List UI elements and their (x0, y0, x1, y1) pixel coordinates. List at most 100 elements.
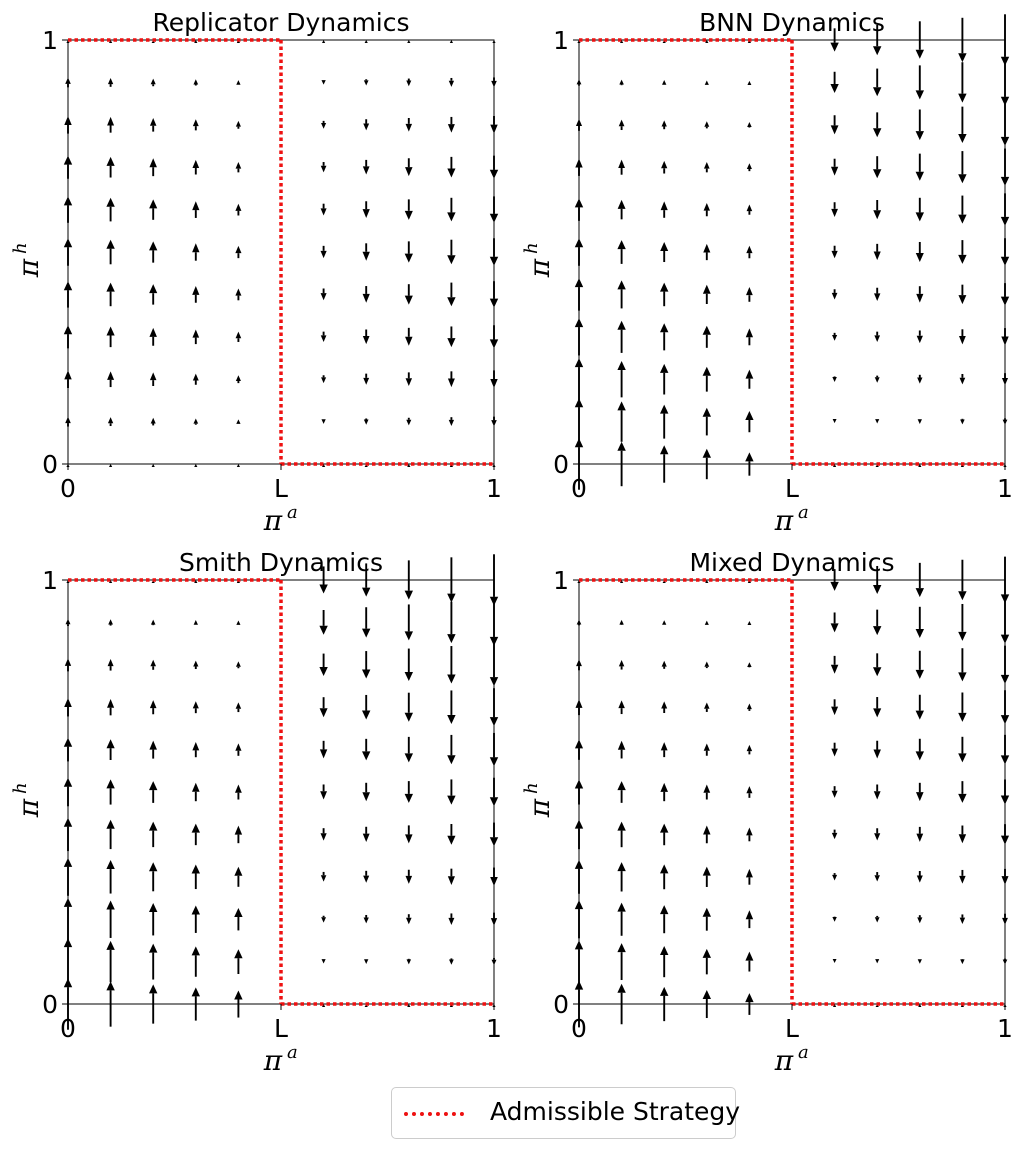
vector-arrow (915, 650, 924, 679)
arrow-head (449, 40, 453, 43)
vector-arrow (1000, 779, 1010, 805)
vector-arrow (703, 243, 711, 261)
arrow-head (873, 169, 882, 179)
vector-arrow (873, 653, 882, 677)
arrow-head (745, 369, 754, 379)
arrow-head (149, 943, 158, 953)
quiver-arrows (574, 14, 1010, 490)
arrow-head (447, 168, 456, 178)
vector-arrow (106, 981, 115, 1027)
vector-arrow (875, 959, 880, 964)
vector-arrow (745, 951, 754, 972)
arrow-head (915, 792, 924, 802)
vector-arrow (617, 943, 626, 981)
vector-arrow (831, 829, 838, 840)
vector-arrow (705, 40, 709, 43)
x-tick-label: 1 (486, 474, 502, 503)
vector-arrow (447, 239, 456, 265)
vector-arrow (406, 958, 412, 965)
arrow-head (660, 201, 668, 211)
vector-arrow (576, 619, 582, 626)
vector-arrow (660, 864, 669, 890)
vector-arrow (489, 688, 499, 727)
arrow-head (660, 905, 669, 915)
arrow-head (491, 420, 497, 427)
arrow-head (832, 916, 837, 922)
arrow-head (407, 1004, 411, 1007)
arrow-head (363, 875, 370, 883)
arrow-head (830, 581, 839, 591)
arrow-head (576, 619, 582, 625)
arrow-head (405, 167, 413, 177)
vector-arrow (64, 658, 72, 672)
vector-arrow (661, 120, 667, 130)
arrow-head (489, 677, 499, 687)
vector-arrow (574, 859, 584, 894)
vector-arrow (149, 740, 157, 759)
arrow-head (447, 593, 456, 603)
x-tick-label: L (274, 474, 288, 503)
arrow-head (960, 959, 965, 965)
vector-arrow (234, 990, 243, 1018)
arrow-head (660, 404, 669, 414)
arrow-head (235, 702, 242, 709)
arrow-head (661, 160, 668, 169)
arrow-head (405, 336, 413, 346)
arrow-head (958, 591, 967, 601)
x-tick-label: 0 (571, 474, 587, 503)
vector-arrow (63, 897, 73, 941)
vector-arrow (363, 914, 369, 924)
y-axis-label-sup: h (521, 782, 542, 794)
vector-arrow (319, 610, 328, 635)
vector-arrow (576, 659, 582, 671)
vector-arrow (362, 651, 371, 679)
vector-arrow (660, 445, 669, 483)
vector-arrow (617, 441, 626, 487)
arrow-head (958, 53, 967, 63)
arrow-head (192, 201, 200, 211)
arrow-head (236, 464, 240, 467)
arrow-head (447, 876, 455, 885)
vector-arrow (322, 40, 326, 43)
vector-arrow (235, 162, 242, 173)
vector-arrow (149, 984, 158, 1024)
vector-arrow (405, 869, 413, 884)
vector-arrow (958, 559, 967, 601)
vector-arrow (63, 817, 73, 852)
vector-arrow (492, 40, 496, 43)
arrow-head (830, 664, 839, 674)
arrow-head (702, 366, 711, 376)
arrow-head (235, 288, 242, 296)
arrow-head (447, 674, 456, 684)
y-tick-label: 1 (42, 566, 58, 595)
vector-arrow (234, 825, 243, 844)
arrow-head (915, 628, 924, 638)
vector-arrow (746, 703, 752, 711)
vector-arrow (191, 782, 200, 802)
arrow-head (447, 255, 456, 265)
vector-arrow (405, 117, 413, 132)
arrow-head (703, 202, 710, 211)
arrow-head (489, 837, 499, 847)
arrow-head (1000, 795, 1010, 805)
arrow-head (192, 741, 200, 751)
arrow-head (404, 672, 413, 682)
vector-arrow (746, 163, 752, 172)
arrow-head (448, 80, 455, 87)
vector-arrow (617, 902, 626, 936)
arrow-head (574, 398, 584, 408)
legend: Admissible Strategy (391, 1087, 740, 1139)
admissible-boundary (579, 38, 1005, 466)
arrow-head (747, 662, 752, 668)
arrow-head (874, 833, 881, 841)
arrow-head (618, 660, 625, 667)
vector-arrow (406, 914, 412, 925)
vector-arrow (1000, 734, 1010, 765)
vector-arrow (192, 741, 200, 758)
arrow-head (490, 877, 498, 887)
vector-arrow (404, 560, 413, 600)
vector-arrow (746, 204, 753, 215)
arrow-head (660, 946, 669, 956)
vector-arrow (1000, 238, 1010, 266)
vector-arrow (917, 419, 922, 424)
